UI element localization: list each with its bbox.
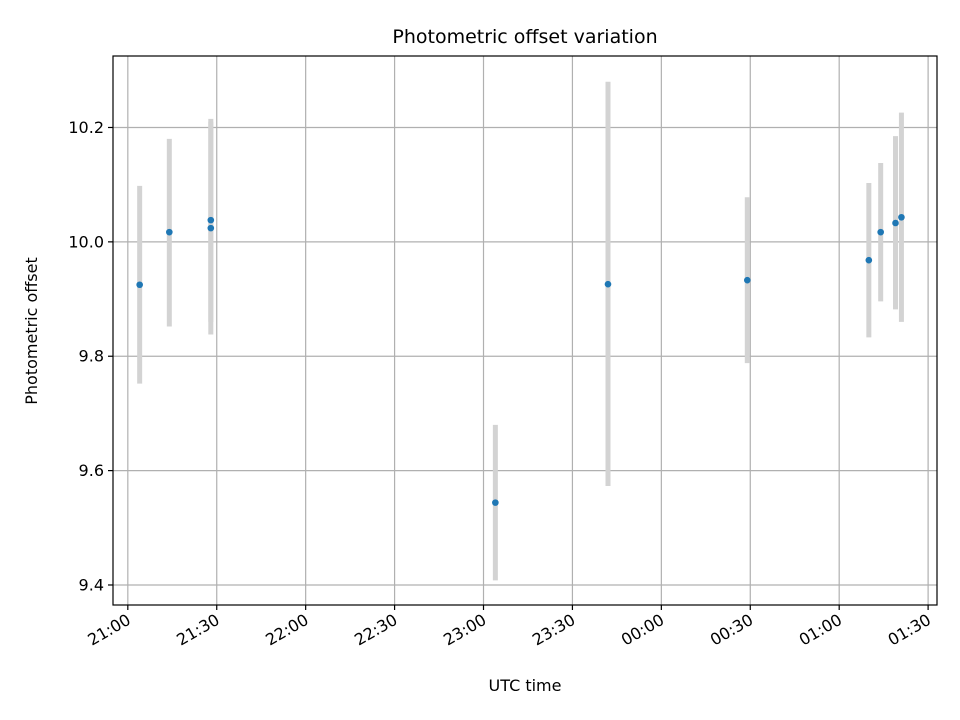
y-tick-label: 10.0 (68, 232, 104, 251)
x-axis-title: UTC time (489, 676, 562, 695)
y-tick-label: 9.4 (79, 575, 104, 594)
y-tick-label: 9.6 (79, 461, 104, 480)
data-point (207, 216, 215, 224)
data-point (898, 213, 905, 221)
y-tick-label: 9.8 (79, 347, 104, 366)
data-points (136, 213, 905, 506)
data-point (492, 499, 499, 506)
plot-frame (112, 55, 938, 606)
grid (113, 56, 937, 605)
data-point (207, 224, 215, 232)
data-point (865, 256, 873, 264)
data-point (744, 276, 751, 284)
data-point (136, 281, 143, 289)
y-axis: 9.4 9.6 9.8 10.0 10.2 (68, 118, 113, 594)
data-point (892, 219, 899, 227)
y-axis-title: Photometric offset (22, 257, 41, 405)
data-point (604, 280, 612, 288)
data-point (166, 228, 173, 236)
y-tick-label: 10.2 (68, 118, 104, 137)
data-point (877, 228, 884, 236)
chart-title: Photometric offset variation (392, 26, 657, 48)
